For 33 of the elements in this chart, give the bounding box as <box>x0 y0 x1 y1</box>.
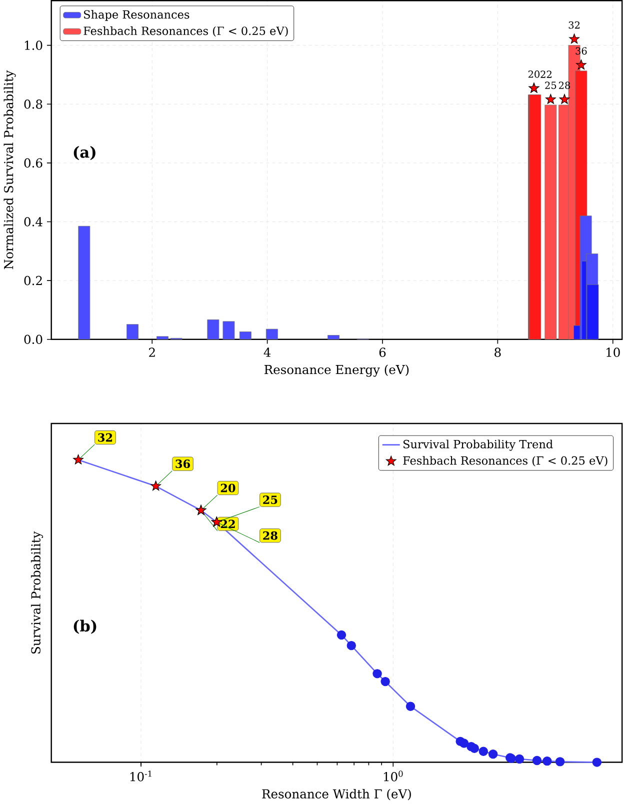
annotation: 20 <box>220 484 236 492</box>
annotation: 36 <box>176 460 190 468</box>
legend-label: Survival Probability Trend <box>403 440 553 451</box>
annotation: (b) <box>74 620 96 634</box>
annotation: 25 <box>262 496 277 504</box>
annotation: 20 <box>528 70 540 78</box>
x-tick-label: 10$^{-1}$ <box>130 770 152 782</box>
y-axis-title: Normalized Survival Probability <box>4 70 16 270</box>
legend-label: Feshbach Resonances (Γ < 0.25 eV) <box>84 26 288 37</box>
y-tick-label: 0.6 <box>24 158 42 168</box>
y-tick-label: 1.0 <box>24 40 42 50</box>
annotation: 32 <box>568 21 580 29</box>
x-tick-label: 4 <box>264 348 270 357</box>
annotation: 25 <box>544 82 556 89</box>
annotation: 22 <box>540 70 552 78</box>
y-tick-label: 0.4 <box>24 217 42 226</box>
x-tick-label: 10 <box>606 348 620 357</box>
y-tick-label: 0.0 <box>24 334 42 344</box>
legend-label: Feshbach Resonances (Γ < 0.25 eV) <box>402 456 608 466</box>
legend-label: Shape Resonances <box>84 10 189 21</box>
annotation: 28 <box>262 531 278 540</box>
y-axis-title: Survival Probability <box>30 531 43 654</box>
x-tick-label: 10$^{0}$ <box>384 770 403 782</box>
x-tick-label: 8 <box>494 348 501 357</box>
x-axis-title: Resonance Energy (eV) <box>264 364 408 377</box>
x-tick-label: 6 <box>379 348 386 357</box>
annotation: 22 <box>220 520 235 528</box>
x-axis-title: Resonance Width Γ (eV) <box>262 789 411 800</box>
y-tick-label: 0.2 <box>24 276 42 286</box>
y-tick-label: 0.8 <box>24 99 42 109</box>
x-tick-label: 2 <box>148 348 155 357</box>
annotation: 32 <box>98 433 112 442</box>
annotation: (a) <box>74 146 96 160</box>
